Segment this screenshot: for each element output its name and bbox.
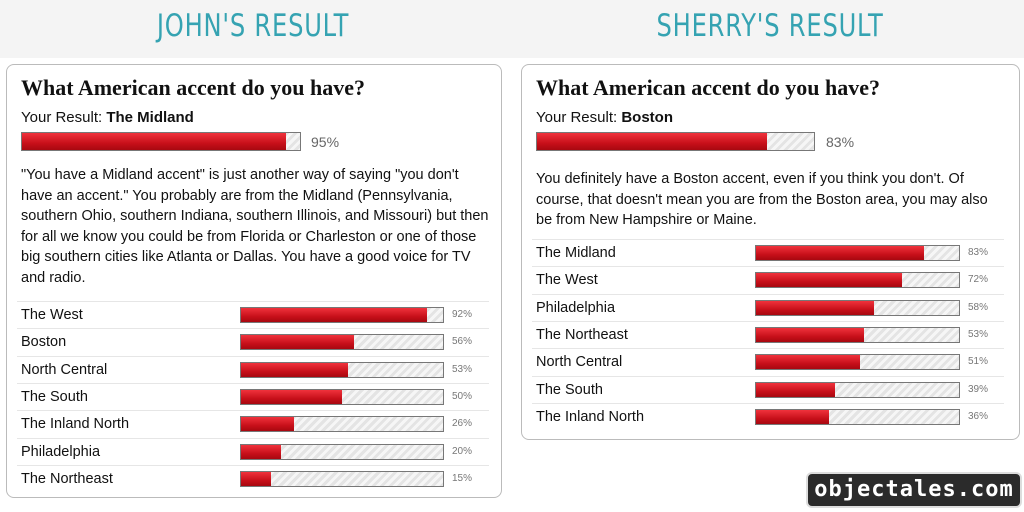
- accent-name: Philadelphia: [536, 299, 616, 316]
- accent-name: The Northeast: [536, 326, 628, 343]
- accent-name: The Inland North: [21, 416, 130, 433]
- quiz-title: What American accent do you have?: [536, 75, 881, 100]
- description: You definitely have a Boston accent, eve…: [536, 171, 988, 228]
- accent-bar-track: [240, 388, 444, 405]
- accent-percent: 53%: [452, 363, 473, 375]
- accent-percent: 83%: [968, 247, 989, 258]
- accent-row: The West 72%: [532, 266, 1004, 293]
- accent-bar-track: [240, 470, 444, 487]
- accent-percent: 56%: [452, 336, 473, 348]
- accent-name: North Central: [21, 361, 108, 378]
- accent-row: The Midland 83%: [532, 239, 1004, 266]
- accent-bar: [241, 417, 294, 432]
- accent-row: The Inland North 36%: [532, 402, 1004, 430]
- accent-bar: [241, 362, 349, 377]
- quiz-title: What American accent do you have?: [21, 75, 366, 100]
- accent-bar: [756, 246, 925, 260]
- result-name: The Midland: [106, 109, 194, 126]
- accent-row: The West 92%: [17, 301, 489, 328]
- accent-name: The West: [21, 307, 83, 323]
- accent-percent: 36%: [968, 410, 989, 422]
- accent-percent: 53%: [968, 328, 989, 340]
- accent-percent: 72%: [968, 274, 989, 286]
- result-percent: 95%: [311, 134, 340, 150]
- result-bar: [537, 133, 767, 150]
- accent-name: The South: [536, 381, 603, 398]
- result-bar: [22, 133, 287, 150]
- accent-bar-track: [755, 272, 960, 289]
- accent-bar-track: [755, 245, 960, 261]
- accent-name: The South: [21, 388, 88, 405]
- accent-name: North Central: [536, 354, 623, 371]
- accent-name: Boston: [21, 334, 67, 351]
- accent-bar: [241, 335, 355, 350]
- result-panel: What American accent do you have? Your Re…: [521, 64, 1020, 440]
- accent-name: Philadelphia: [21, 443, 101, 460]
- accent-bar: [756, 409, 830, 424]
- accent-bar-track: [240, 334, 444, 351]
- accent-row: The South 50%: [17, 382, 489, 410]
- result-prefix: Your Result:: [21, 109, 103, 126]
- accent-bar: [241, 389, 342, 404]
- accent-percent: 26%: [452, 418, 473, 430]
- result-percent: 83%: [826, 134, 855, 150]
- accent-row: The South 39%: [532, 375, 1004, 403]
- description: "You have a Midland accent" is just anot…: [21, 167, 489, 286]
- accent-bar-track: [755, 326, 960, 343]
- result-name: Boston: [621, 109, 674, 126]
- accent-percent: 58%: [968, 301, 989, 313]
- header-band: [0, 0, 1024, 58]
- accent-percent: 51%: [968, 356, 989, 368]
- accent-percent: 20%: [452, 445, 473, 457]
- result-bar-track: [536, 132, 815, 151]
- accent-name: The Inland North: [536, 408, 645, 425]
- result-panel: What American accent do you have? Your Re…: [6, 64, 502, 498]
- accent-bar: [241, 308, 427, 322]
- accent-bar: [756, 382, 836, 397]
- accent-bar: [756, 300, 874, 315]
- result-line: Your Result: Boston: [536, 109, 673, 126]
- accent-bar: [241, 471, 272, 486]
- panel-heading: SHERRY'S RESULT: [656, 8, 884, 44]
- accent-bar-track: [755, 408, 960, 425]
- accent-row: The Northeast 15%: [17, 464, 489, 492]
- accent-bar-track: [240, 443, 444, 460]
- panel-heading: JOHN'S RESULT: [156, 8, 350, 44]
- accent-name: The Northeast: [21, 470, 113, 487]
- accent-row: Philadelphia 58%: [532, 293, 1004, 321]
- accent-row: North Central 51%: [532, 348, 1004, 375]
- accent-percent: 15%: [452, 472, 473, 484]
- accent-bar-track: [755, 354, 960, 371]
- accent-bar-track: [240, 361, 444, 378]
- accent-bar-track: [755, 299, 960, 316]
- accent-bar: [241, 444, 282, 459]
- accent-row: Philadelphia 20%: [17, 437, 489, 465]
- accent-row: North Central 53%: [17, 355, 489, 383]
- accent-row: The Inland North 26%: [17, 410, 489, 437]
- accent-bar: [756, 327, 864, 342]
- accent-bar-track: [240, 307, 444, 323]
- result-line: Your Result: The Midland: [21, 109, 194, 126]
- result-prefix: Your Result:: [536, 109, 618, 126]
- accent-percent: 39%: [968, 383, 989, 395]
- result-bar-track: [21, 132, 301, 151]
- accent-row: The Northeast 53%: [532, 320, 1004, 348]
- accent-name: The West: [536, 272, 598, 289]
- accent-percent: 92%: [452, 309, 473, 320]
- watermark: objectales.com: [806, 472, 1022, 508]
- accent-row: Boston 56%: [17, 328, 489, 355]
- accent-bar: [756, 273, 903, 288]
- accent-bar-track: [240, 416, 444, 433]
- accent-bar-track: [755, 381, 960, 398]
- accent-name: The Midland: [536, 245, 616, 261]
- accent-bar: [756, 355, 860, 370]
- accent-percent: 50%: [452, 390, 473, 402]
